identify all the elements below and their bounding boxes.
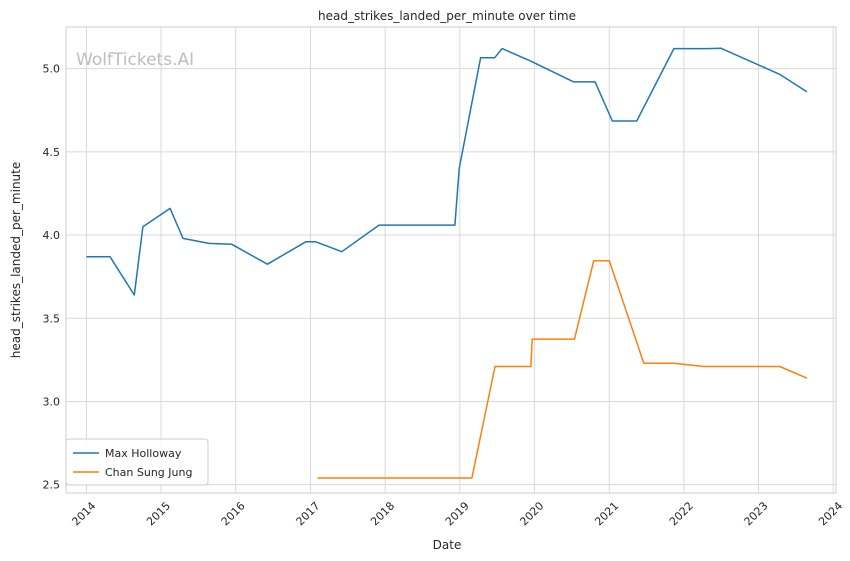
legend-label-1: Chan Sung Jung	[105, 466, 192, 479]
grid	[66, 27, 836, 493]
plot-frame	[65, 26, 837, 494]
series-line-0	[86, 47, 808, 296]
y-tick-label: 3.0	[43, 395, 61, 408]
y-axis: 2.5 3.0 3.5 4.0 4.5 5.0	[43, 63, 61, 492]
y-tick-label: 4.5	[43, 146, 61, 159]
watermark: WolfTickets.AI	[76, 50, 194, 70]
legend: Max Holloway Chan Sung Jung	[65, 438, 209, 486]
chart-title: head_strikes_landed_per_minute over time	[318, 9, 576, 23]
y-tick-label: 5.0	[43, 63, 61, 76]
y-axis-title: head_strikes_landed_per_minute	[9, 162, 23, 359]
legend-label-0: Max Holloway	[105, 447, 182, 460]
y-tick-label: 4.0	[43, 229, 61, 242]
legend-box	[65, 438, 209, 486]
y-tick-label: 2.5	[43, 479, 61, 492]
series-layer	[86, 47, 808, 479]
series-line-1	[317, 260, 808, 479]
x-axis-title: Date	[433, 538, 462, 552]
y-tick-label: 3.5	[43, 312, 61, 325]
